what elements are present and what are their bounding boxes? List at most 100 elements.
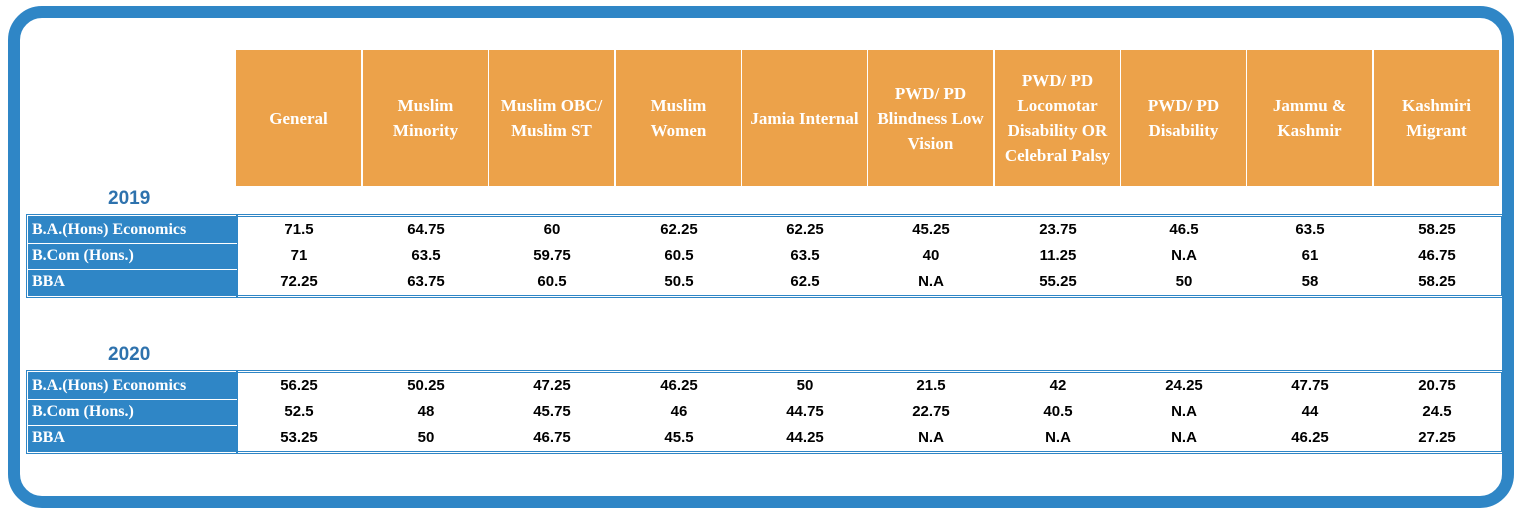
row-label: B.Com (Hons.) — [28, 243, 237, 269]
table-cell: 59.75 — [533, 247, 571, 264]
row-label: B.Com (Hons.) — [28, 399, 237, 425]
column-header-text: Kashmiri Migrant — [1402, 93, 1471, 143]
table-cell: N.A — [918, 273, 944, 290]
table-cell: 45.5 — [664, 429, 694, 446]
column-header-line: Muslim OBC/ — [500, 96, 603, 115]
table-cell: 55.25 — [1039, 273, 1077, 290]
column-header-line: PWD/ PD — [894, 83, 967, 103]
table-cell: 72.25 — [280, 273, 318, 290]
column-header: Jamia Internal — [742, 50, 867, 186]
row-label: BBA — [28, 425, 237, 451]
table-cell: 21.5 — [916, 377, 946, 394]
table-cell: 46 — [670, 403, 688, 420]
table-cell: 71.5 — [284, 221, 314, 238]
column-header-line: PWD/ PD — [1147, 96, 1220, 115]
column-header: Jammu & Kashmir — [1247, 50, 1372, 186]
column-header: General — [236, 50, 361, 186]
table-cell: 40.5 — [1043, 403, 1073, 420]
column-header: PWD/ PD Disability — [1121, 50, 1246, 186]
column-header-line: Disability OR — [1007, 121, 1108, 140]
table-cell: 60.5 — [537, 273, 567, 290]
table-cell: 71 — [290, 247, 308, 264]
table-cell: 62.25 — [786, 221, 824, 238]
table-cell: 62.5 — [790, 273, 820, 290]
column-header-line: Kashmiri — [1402, 96, 1471, 115]
table-cell: 45.75 — [533, 403, 571, 420]
table-cell: 62.25 — [660, 221, 698, 238]
column-header-line: Minority — [392, 121, 459, 140]
column-header: Muslim Minority — [363, 50, 488, 186]
table-cell: 50 — [1175, 273, 1193, 290]
table-cell: 58.25 — [1418, 221, 1456, 238]
column-header-line: Blindness Low — [877, 108, 984, 128]
table-cell: 47.25 — [533, 377, 571, 394]
column-header: Muslim Women — [616, 50, 741, 186]
table-cell: 23.75 — [1039, 221, 1077, 238]
column-header-text: PWD/ PD Disability — [1148, 93, 1219, 143]
row-label-divider — [28, 269, 237, 270]
column-header-line: Muslim ST — [511, 121, 592, 140]
row-label: B.A.(Hons) Economics — [28, 217, 237, 243]
column-header-line: General — [269, 108, 328, 128]
column-header: PWD/ PD Blindness Low Vision — [868, 50, 993, 186]
column-header-text: Muslim OBC/Muslim ST — [501, 93, 603, 143]
table-cell: 44.75 — [786, 403, 824, 420]
table-cell: 50.5 — [664, 273, 694, 290]
label-column-divider — [236, 370, 238, 454]
table-cell: 24.5 — [1422, 403, 1452, 420]
table-cell: 52.5 — [284, 403, 314, 420]
column-header-text: General — [269, 106, 328, 131]
table-cell: 50 — [417, 429, 435, 446]
column-header-line: Muslim — [650, 96, 707, 115]
table-cell: 50.25 — [407, 377, 445, 394]
column-header: PWD/ PD Locomotar Disability OR Celebral Pa… — [995, 50, 1120, 186]
table-cell: 44 — [1301, 403, 1319, 420]
table-cell: N.A — [1171, 403, 1197, 420]
year-heading: 2019 — [108, 188, 151, 209]
table-cell: 63.75 — [407, 273, 445, 290]
column-header-text: Muslim Women — [651, 93, 707, 143]
row-label-divider — [28, 399, 237, 400]
table-cell: 63.5 — [1295, 221, 1325, 238]
table-cell: 46.75 — [533, 429, 571, 446]
column-header-line: Locomotar — [1017, 96, 1098, 115]
column-header: Muslim OBC/Muslim ST — [489, 50, 614, 186]
table-cell: 60.5 — [664, 247, 694, 264]
column-header-line: Vision — [907, 133, 954, 153]
table-cell: 11.25 — [1039, 247, 1077, 264]
column-header-line: Muslim — [397, 96, 454, 115]
row-label-divider — [28, 425, 237, 426]
table-cell: N.A — [1171, 429, 1197, 446]
table-cell: 27.25 — [1418, 429, 1456, 446]
column-header-text: Muslim Minority — [393, 93, 458, 143]
table-cell: 46.25 — [1291, 429, 1329, 446]
column-header-line: Women — [650, 121, 707, 140]
table-cell: 46.75 — [1418, 247, 1456, 264]
table-cell: 58 — [1301, 273, 1319, 290]
column-header-text: PWD/ PD Blindness Low Vision — [877, 81, 983, 156]
table-cell: 20.75 — [1418, 377, 1456, 394]
column-header-line: Kashmir — [1277, 121, 1342, 140]
table-cell: 61 — [1301, 247, 1319, 264]
label-column-divider — [236, 214, 238, 298]
table-cell: 48 — [417, 403, 435, 420]
table-cell: N.A — [918, 429, 944, 446]
column-header-text: Jamia Internal — [750, 106, 858, 131]
table-cell: 42 — [1049, 377, 1067, 394]
table-cell: 64.75 — [407, 221, 445, 238]
table-cell: 40 — [922, 247, 940, 264]
column-header: Kashmiri Migrant — [1374, 50, 1499, 186]
column-header-line: Jammu & — [1272, 96, 1347, 115]
table-cell: N.A — [1171, 247, 1197, 264]
table-cell: N.A — [1045, 429, 1071, 446]
table-cell: 44.25 — [786, 429, 824, 446]
column-header-line: Migrant — [1406, 121, 1467, 140]
column-header-text: Jammu & Kashmir — [1273, 93, 1346, 143]
table-cell: 58.25 — [1418, 273, 1456, 290]
column-header-line: Celebral Palsy — [1004, 146, 1111, 165]
table-cell: 46.25 — [660, 377, 698, 394]
table-border — [26, 214, 1504, 298]
table-border — [26, 370, 1504, 454]
column-header-line: PWD/ PD — [1021, 71, 1094, 90]
column-header-line: Jamia Internal — [750, 108, 859, 128]
